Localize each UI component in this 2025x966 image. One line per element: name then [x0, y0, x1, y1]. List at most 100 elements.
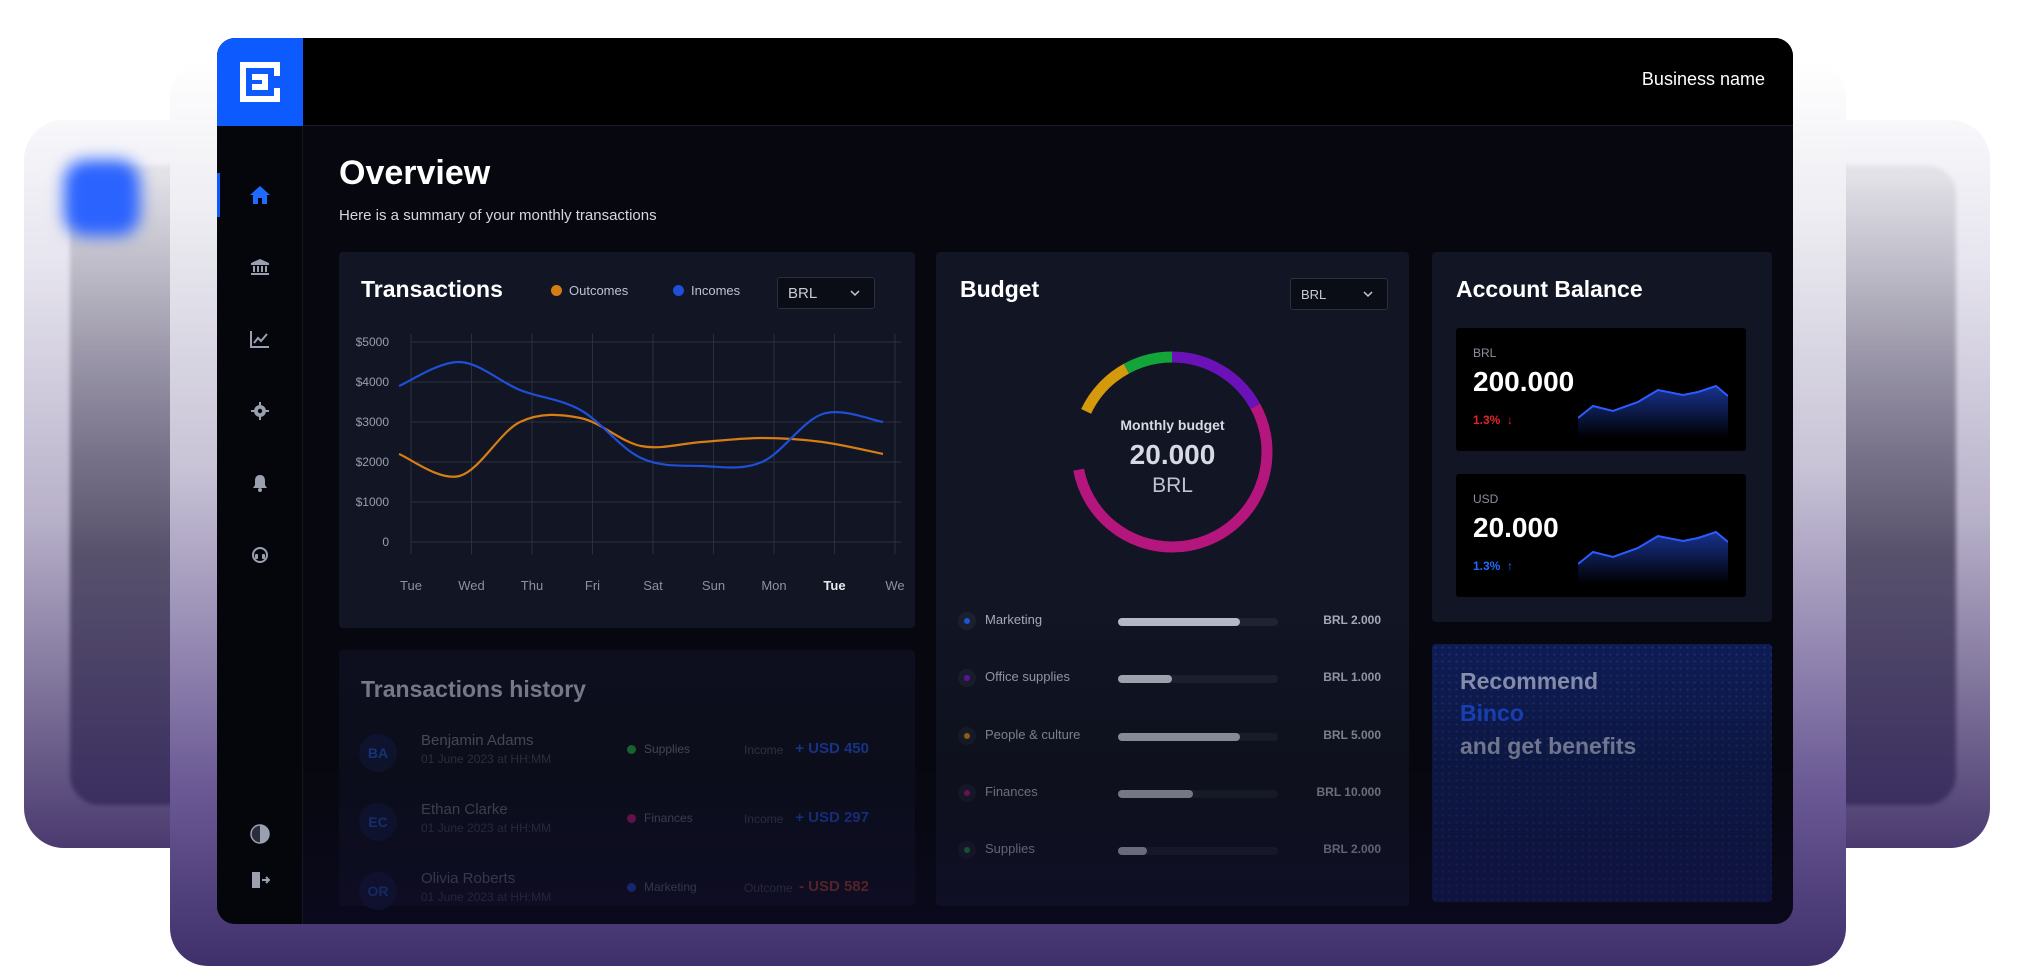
transactions-currency-select[interactable]: BRL [777, 277, 875, 309]
budget-center-currency: BRL [1152, 474, 1193, 497]
budget-progress-track [1118, 847, 1278, 855]
transaction-date: 01 June 2023 at HH:MM [421, 890, 552, 904]
main-content: Overview Here is a summary of your month… [303, 126, 1793, 924]
budget-progress-track [1118, 675, 1278, 683]
budget-row[interactable]: Supplies BRL 2.000 [958, 839, 1381, 863]
budget-card: Budget BRL Monthly budget 20.000 BRL Mar… [936, 252, 1409, 906]
budget-row[interactable]: Finances BRL 10.000 [958, 782, 1381, 806]
chart-icon [250, 331, 269, 348]
transactions-chart: $5000 $4000 $3000 $2000 $1000 0 Tue Wed Thu Fri Sa… [356, 334, 905, 593]
x-tick-label: Tue [823, 578, 845, 593]
sidebar-item-support[interactable] [217, 525, 303, 585]
x-tick-label: Wed [458, 578, 485, 593]
budget-row[interactable]: Office supplies BRL 1.000 [958, 667, 1381, 691]
sidebar-item-analytics[interactable] [217, 309, 303, 369]
budget-label: Marketing [985, 612, 1043, 627]
category-dot [627, 813, 636, 823]
balance-usd[interactable]: USD 20.000 1.3% ↑ [1456, 474, 1746, 597]
category-label: Marketing [644, 880, 697, 894]
sparkline [1578, 384, 1728, 438]
x-tick-label: Fri [585, 578, 600, 593]
budget-title: Budget [960, 276, 1040, 302]
budget-progress-fill [1118, 733, 1240, 741]
y-tick-label: $3000 [356, 415, 390, 429]
arrow-down-icon: ↓ [1503, 413, 1514, 427]
transactions-currency-value: BRL [788, 284, 818, 302]
balance-value: 200.000 [1473, 366, 1575, 397]
sidebar-item-home[interactable] [217, 165, 303, 225]
chevron-down-icon [850, 290, 860, 297]
donut-segment [1071, 351, 1273, 553]
y-tick-label: $5000 [356, 335, 390, 349]
sidebar-item-notifications[interactable] [217, 453, 303, 513]
transaction-name: Benjamin Adams [421, 732, 534, 749]
arrow-up-icon: ↑ [1503, 559, 1514, 573]
budget-currency-select[interactable]: BRL [1290, 278, 1388, 310]
transaction-type: Outcome [744, 881, 793, 895]
budget-label: Office supplies [985, 669, 1071, 684]
budget-value: BRL 1.000 [1323, 670, 1381, 684]
incomes-dot [673, 285, 684, 296]
recommend-line3: and get benefits [1460, 733, 1637, 759]
balance-change-value: 1.3% [1473, 559, 1501, 573]
budget-progress-fill [1118, 675, 1173, 683]
budget-label: People & culture [985, 727, 1081, 742]
chevron-down-icon [1363, 291, 1373, 298]
transactions-title: Transactions [361, 276, 503, 302]
theme-toggle[interactable] [217, 804, 303, 864]
logout-button[interactable] [217, 850, 303, 910]
topbar: Business name [217, 38, 1793, 126]
sidebar [217, 126, 303, 924]
app-window: Business name Overview Here is a summary… [217, 38, 1793, 924]
transaction-name: Olivia Roberts [421, 870, 516, 887]
outcomes-dot [551, 285, 562, 296]
table-row[interactable]: BA Benjamin Adams 01 June 2023 at HH:MM Sup… [359, 730, 895, 780]
category-dot [627, 744, 636, 754]
table-row[interactable]: EC Ethan Clarke 01 June 2023 at HH:MM Finan… [359, 799, 895, 849]
logo-icon [240, 62, 280, 102]
legend-outcomes[interactable]: Outcomes [551, 283, 628, 298]
business-name[interactable]: Business name [1641, 69, 1765, 89]
transaction-category: Marketing [627, 880, 697, 894]
balance-change: 1.3% ↑ [1473, 559, 1513, 573]
transaction-type: Income [744, 812, 784, 826]
background-logo-blur [64, 160, 140, 236]
transaction-amount: + USD 450 [795, 740, 869, 757]
budget-dot [958, 612, 976, 630]
series-line-incomes [398, 360, 884, 469]
transactions-card: Transactions Outcomes Incomes BRL $5000 $… [339, 252, 915, 628]
theme-toggle-icon [250, 824, 270, 844]
sidebar-item-bank[interactable] [217, 237, 303, 297]
budget-progress-fill [1118, 618, 1240, 626]
budget-dot [958, 784, 976, 802]
transaction-name: Ethan Clarke [421, 801, 508, 818]
support-icon [252, 547, 268, 563]
recommend-card[interactable]: Recommend Binco and get benefits [1432, 644, 1772, 902]
x-tick-label: Sun [702, 578, 725, 593]
page-subtitle: Here is a summary of your monthly transa… [339, 207, 657, 224]
balance-brl[interactable]: BRL 200.000 1.3% ↓ [1456, 328, 1746, 451]
budget-center-label: Monthly budget [1120, 417, 1225, 433]
balance-change: 1.3% ↓ [1473, 413, 1513, 427]
y-tick-label: $4000 [356, 375, 390, 389]
budget-row[interactable]: People & culture BRL 5.000 [958, 725, 1381, 749]
budget-row[interactable]: Marketing BRL 2.000 [958, 610, 1381, 634]
budget-dot [958, 669, 976, 687]
app-logo[interactable] [217, 38, 303, 126]
budget-value: BRL 2.000 [1323, 842, 1381, 856]
budget-progress-track [1118, 733, 1278, 741]
budget-value: BRL 2.000 [1323, 613, 1381, 627]
avatar: BA [359, 734, 397, 772]
balance-change-value: 1.3% [1473, 413, 1501, 427]
budget-dot [958, 841, 976, 859]
budget-label: Supplies [985, 841, 1035, 856]
avatar: OR [359, 872, 397, 910]
bell-icon [253, 475, 267, 492]
sidebar-item-settings[interactable] [217, 381, 303, 441]
gear-icon [251, 402, 269, 420]
legend-incomes[interactable]: Incomes [673, 283, 740, 298]
budget-label: Finances [985, 784, 1038, 799]
budget-dot [958, 727, 976, 745]
page-title: Overview [339, 154, 491, 192]
table-row[interactable]: OR Olivia Roberts 01 June 2023 at HH:MM Mar… [359, 868, 895, 918]
